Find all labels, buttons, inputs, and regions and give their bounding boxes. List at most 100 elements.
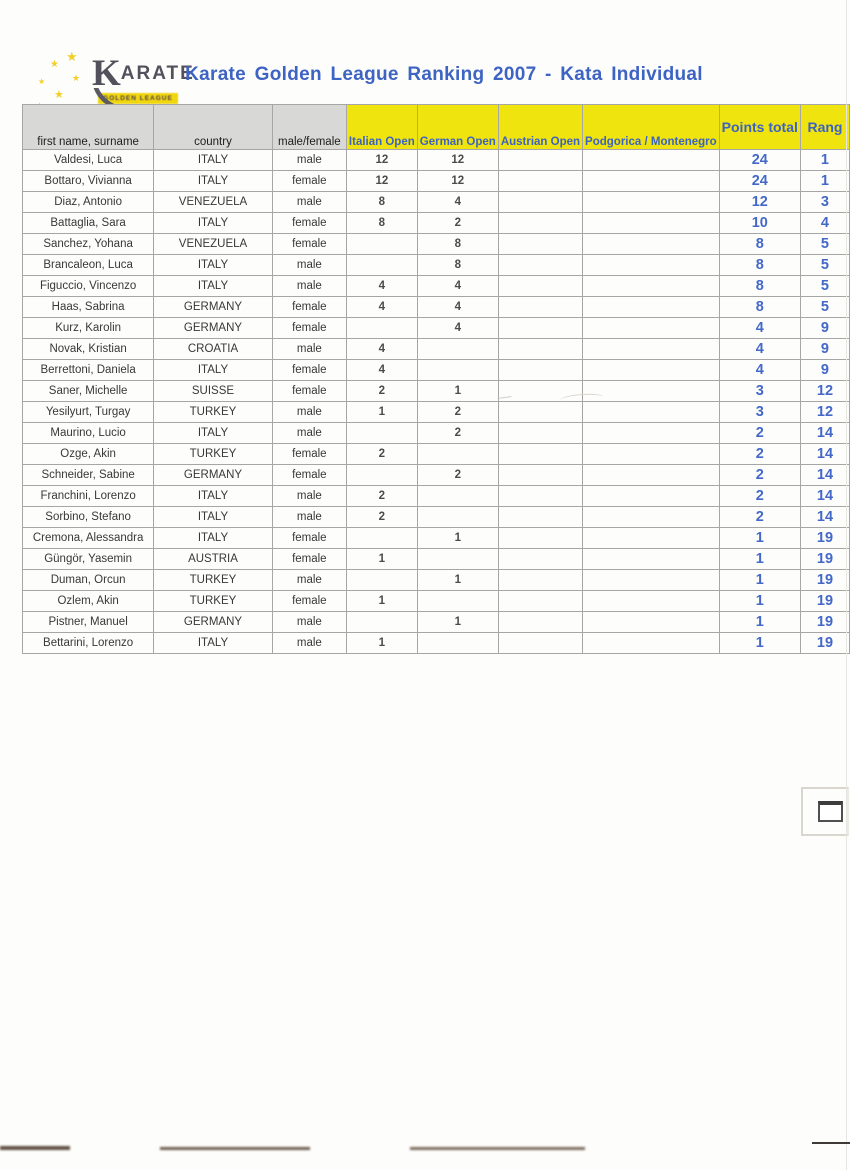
cell-german: 2 — [416, 212, 499, 234]
table-row: Franchini, Lorenzo ITALY male 2 2 14 — [21, 485, 850, 507]
table-row: Saner, Michelle SUISSE female 2 1 3 12 — [21, 380, 850, 402]
cell-name: Güngör, Yasemin — [21, 548, 155, 570]
cell-name: Franchini, Lorenzo — [21, 485, 155, 507]
star-icon: ★ — [66, 49, 78, 64]
cell-italian — [345, 317, 418, 339]
cell-country: ITALY — [153, 422, 273, 444]
cell-austrian — [497, 569, 584, 591]
cell-points: 24 — [718, 149, 801, 171]
cell-austrian — [497, 170, 584, 192]
cell-country: GERMANY — [153, 317, 273, 339]
cell-gender: male — [271, 569, 347, 591]
cell-name: Cremona, Alessandra — [21, 527, 155, 549]
cell-country: CROATIA — [153, 338, 273, 360]
cell-points: 2 — [718, 506, 801, 528]
cell-german: 12 — [416, 170, 499, 192]
cell-italian: 2 — [345, 380, 418, 402]
cell-country: GERMANY — [153, 296, 273, 318]
header-italian-open: Italian Open — [345, 104, 418, 150]
cell-podgorica — [582, 569, 720, 591]
window-icon[interactable] — [801, 787, 849, 836]
cell-podgorica — [582, 254, 720, 276]
cell-gender: female — [271, 233, 347, 255]
cell-gender: female — [271, 212, 347, 234]
cell-german: 1 — [416, 380, 499, 402]
cell-rang: 5 — [799, 275, 850, 297]
cell-italian — [345, 464, 418, 486]
scan-artifact — [812, 1142, 850, 1144]
table-row: Sanchez, Yohana VENEZUELA female 8 8 5 — [21, 233, 850, 255]
cell-country: VENEZUELA — [153, 191, 273, 213]
table-row: Bottaro, Vivianna ITALY female 12 12 24 1 — [21, 170, 850, 192]
cell-italian — [345, 527, 418, 549]
cell-name: Ozlem, Akin — [21, 590, 155, 612]
cell-points: 1 — [718, 569, 801, 591]
star-icon: ★ — [72, 73, 81, 83]
header-points-total: Points total — [718, 104, 801, 150]
cell-podgorica — [582, 338, 720, 360]
cell-country: ITALY — [153, 149, 273, 171]
table-row: Ozge, Akin TURKEY female 2 2 14 — [21, 443, 850, 465]
cell-austrian — [497, 359, 584, 381]
cell-podgorica — [582, 275, 720, 297]
cell-austrian — [497, 485, 584, 507]
header-name: first name, surname — [21, 104, 155, 150]
cell-country: TURKEY — [153, 590, 273, 612]
cell-german: 4 — [416, 275, 499, 297]
logo-tagline: GOLDEN LEAGUE — [98, 93, 178, 104]
cell-podgorica — [582, 506, 720, 528]
cell-gender: female — [271, 170, 347, 192]
scan-artifact — [0, 1146, 70, 1150]
cell-austrian — [497, 317, 584, 339]
cell-rang: 12 — [799, 401, 850, 423]
table-row: Yesilyurt, Turgay TURKEY male 1 2 3 12 — [21, 401, 850, 423]
cell-name: Battaglia, Sara — [21, 212, 155, 234]
cell-points: 3 — [718, 401, 801, 423]
scan-artifact — [846, 0, 847, 1170]
cell-podgorica — [582, 212, 720, 234]
cell-country: ITALY — [153, 359, 273, 381]
cell-gender: male — [271, 401, 347, 423]
cell-country: GERMANY — [153, 611, 273, 633]
cell-gender: male — [271, 632, 347, 654]
cell-italian — [345, 233, 418, 255]
cell-austrian — [497, 191, 584, 213]
scan-artifact — [410, 1147, 585, 1150]
cell-italian: 1 — [345, 632, 418, 654]
cell-podgorica — [582, 611, 720, 633]
table-row: Diaz, Antonio VENEZUELA male 8 4 12 3 — [21, 191, 850, 213]
cell-points: 8 — [718, 233, 801, 255]
table-row: Battaglia, Sara ITALY female 8 2 10 4 — [21, 212, 850, 234]
cell-german — [416, 359, 499, 381]
cell-podgorica — [582, 401, 720, 423]
cell-rang: 14 — [799, 443, 850, 465]
cell-rang: 14 — [799, 422, 850, 444]
cell-podgorica — [582, 422, 720, 444]
cell-german — [416, 632, 499, 654]
cell-points: 1 — [718, 632, 801, 654]
cell-rang: 5 — [799, 254, 850, 276]
cell-german — [416, 590, 499, 612]
cell-points: 12 — [718, 191, 801, 213]
cell-gender: female — [271, 590, 347, 612]
cell-german: 2 — [416, 401, 499, 423]
star-icon: ★ — [54, 89, 64, 101]
cell-italian: 1 — [345, 401, 418, 423]
cell-rang: 14 — [799, 506, 850, 528]
cell-points: 2 — [718, 485, 801, 507]
cell-gender: female — [271, 443, 347, 465]
cell-country: VENEZUELA — [153, 233, 273, 255]
header-austrian-open: Austrian Open — [497, 104, 584, 150]
cell-name: Novak, Kristian — [21, 338, 155, 360]
cell-gender: female — [271, 359, 347, 381]
cell-gender: male — [271, 191, 347, 213]
cell-podgorica — [582, 296, 720, 318]
cell-gender: male — [271, 275, 347, 297]
cell-podgorica — [582, 170, 720, 192]
cell-rang: 14 — [799, 485, 850, 507]
cell-points: 4 — [718, 359, 801, 381]
cell-points: 3 — [718, 380, 801, 402]
cell-austrian — [497, 506, 584, 528]
cell-rang: 12 — [799, 380, 850, 402]
table-row: Pistner, Manuel GERMANY male 1 1 19 — [21, 611, 850, 633]
